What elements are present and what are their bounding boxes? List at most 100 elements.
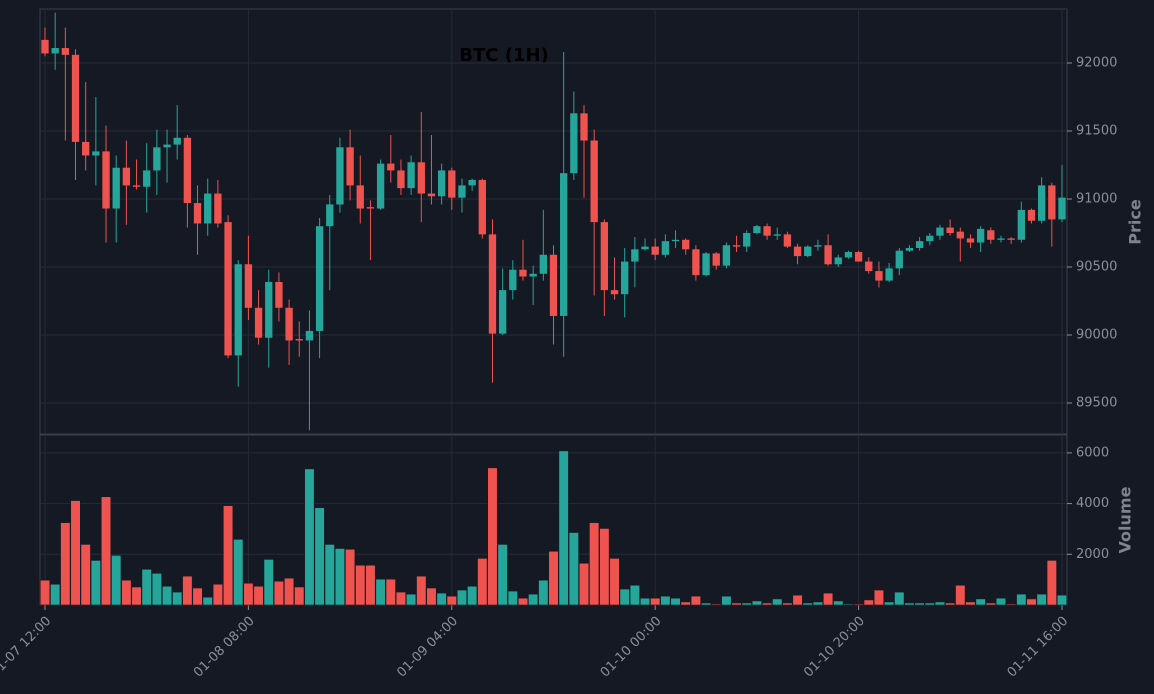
candle-body bbox=[875, 271, 883, 281]
candle-body bbox=[885, 268, 893, 281]
candle-body bbox=[661, 241, 670, 255]
y-tick-label: 6000 bbox=[1076, 445, 1109, 460]
volume-bar bbox=[965, 601, 976, 606]
candle-body bbox=[82, 141, 90, 156]
candle-body bbox=[519, 269, 527, 277]
candle-body bbox=[987, 230, 995, 240]
volume-bar bbox=[70, 500, 81, 606]
volume-bar bbox=[436, 592, 447, 606]
candle-body bbox=[326, 204, 334, 227]
volume-bar bbox=[782, 602, 793, 606]
volume-bar bbox=[233, 539, 244, 606]
volume-bar bbox=[833, 600, 844, 606]
candle-body bbox=[631, 249, 639, 262]
volume-bar bbox=[589, 522, 600, 606]
candle-body bbox=[773, 234, 781, 236]
volume-bar bbox=[995, 597, 1007, 606]
volume-bar bbox=[131, 586, 142, 606]
volume-bar bbox=[985, 602, 996, 606]
volume-bar bbox=[222, 505, 234, 606]
candle-body bbox=[651, 246, 659, 255]
volume-bar bbox=[1056, 594, 1068, 606]
volume-bar bbox=[802, 602, 813, 606]
candle-body bbox=[498, 290, 507, 334]
candle-body bbox=[488, 234, 497, 334]
candle-body bbox=[610, 290, 619, 295]
volume-bar bbox=[578, 562, 590, 606]
candle-body bbox=[437, 170, 446, 197]
volume-bar bbox=[365, 564, 376, 606]
candle-body bbox=[163, 144, 171, 148]
volume-bar bbox=[456, 589, 468, 606]
candle-body bbox=[895, 250, 903, 269]
volume-bar bbox=[375, 578, 386, 606]
candle-body bbox=[458, 185, 466, 198]
candle-body bbox=[366, 207, 375, 209]
candle-body bbox=[743, 232, 751, 247]
volume-bar bbox=[853, 603, 864, 606]
volume-bar bbox=[294, 586, 305, 606]
candle-body bbox=[956, 231, 964, 239]
volume-bar bbox=[345, 548, 356, 606]
candle-body bbox=[854, 252, 863, 262]
y-tick-label: 91000 bbox=[1076, 191, 1117, 206]
volume-bar bbox=[477, 558, 488, 606]
candle-body bbox=[122, 167, 131, 186]
volume-bar bbox=[812, 601, 823, 606]
volume-bar bbox=[487, 467, 498, 606]
candle-body bbox=[997, 238, 1005, 240]
y-tick-label: 2000 bbox=[1076, 547, 1109, 562]
volume-bar bbox=[182, 575, 193, 606]
candle-body bbox=[265, 281, 273, 338]
candle-body bbox=[397, 170, 405, 189]
volume-bar bbox=[243, 582, 254, 606]
candle-body bbox=[275, 281, 283, 308]
candle-body bbox=[427, 193, 436, 197]
candle-body bbox=[621, 261, 629, 295]
volume-bar bbox=[314, 507, 325, 606]
candle-body bbox=[692, 249, 700, 276]
candle-body bbox=[671, 239, 680, 242]
volume-bar bbox=[792, 594, 803, 606]
candle-body bbox=[448, 170, 456, 198]
volume-bar bbox=[60, 522, 71, 606]
candle-body bbox=[112, 167, 120, 209]
chart-title: BTC (1H) bbox=[459, 45, 549, 66]
volume-bar bbox=[355, 564, 366, 606]
candle-body bbox=[407, 162, 415, 189]
candle-body bbox=[305, 330, 314, 341]
candle-body bbox=[234, 264, 242, 356]
volume-bar bbox=[721, 595, 732, 606]
volume-bar bbox=[772, 598, 783, 606]
volume-bar bbox=[843, 603, 854, 606]
volume-bar bbox=[395, 591, 407, 606]
candle-body bbox=[509, 269, 517, 291]
candle-body bbox=[204, 193, 212, 224]
candle-body bbox=[102, 151, 110, 209]
volume-bar bbox=[497, 544, 508, 606]
candle-body bbox=[387, 163, 395, 171]
candle-body bbox=[936, 227, 944, 236]
volume-bar bbox=[700, 602, 712, 606]
candle-body bbox=[1027, 209, 1036, 221]
candle-body bbox=[793, 246, 802, 257]
volume-bar bbox=[538, 579, 549, 606]
candle-body bbox=[915, 241, 924, 248]
volume-bar bbox=[517, 597, 529, 606]
volume-bar bbox=[1016, 593, 1027, 606]
candle-body bbox=[346, 147, 354, 186]
candle-body bbox=[570, 113, 578, 174]
volume-axis-label: Volume bbox=[1116, 486, 1135, 553]
volume-bar bbox=[945, 602, 956, 606]
candle-body bbox=[641, 246, 649, 250]
candle-body bbox=[804, 246, 812, 257]
volume-bar bbox=[446, 595, 457, 606]
candle-body bbox=[682, 239, 690, 250]
candle-body bbox=[814, 245, 822, 247]
candle-body bbox=[214, 193, 222, 224]
volume-bar bbox=[385, 578, 396, 606]
volume-bar bbox=[884, 601, 895, 606]
candle-body bbox=[824, 245, 832, 265]
volume-bar bbox=[121, 579, 132, 606]
candle-body bbox=[132, 185, 141, 187]
